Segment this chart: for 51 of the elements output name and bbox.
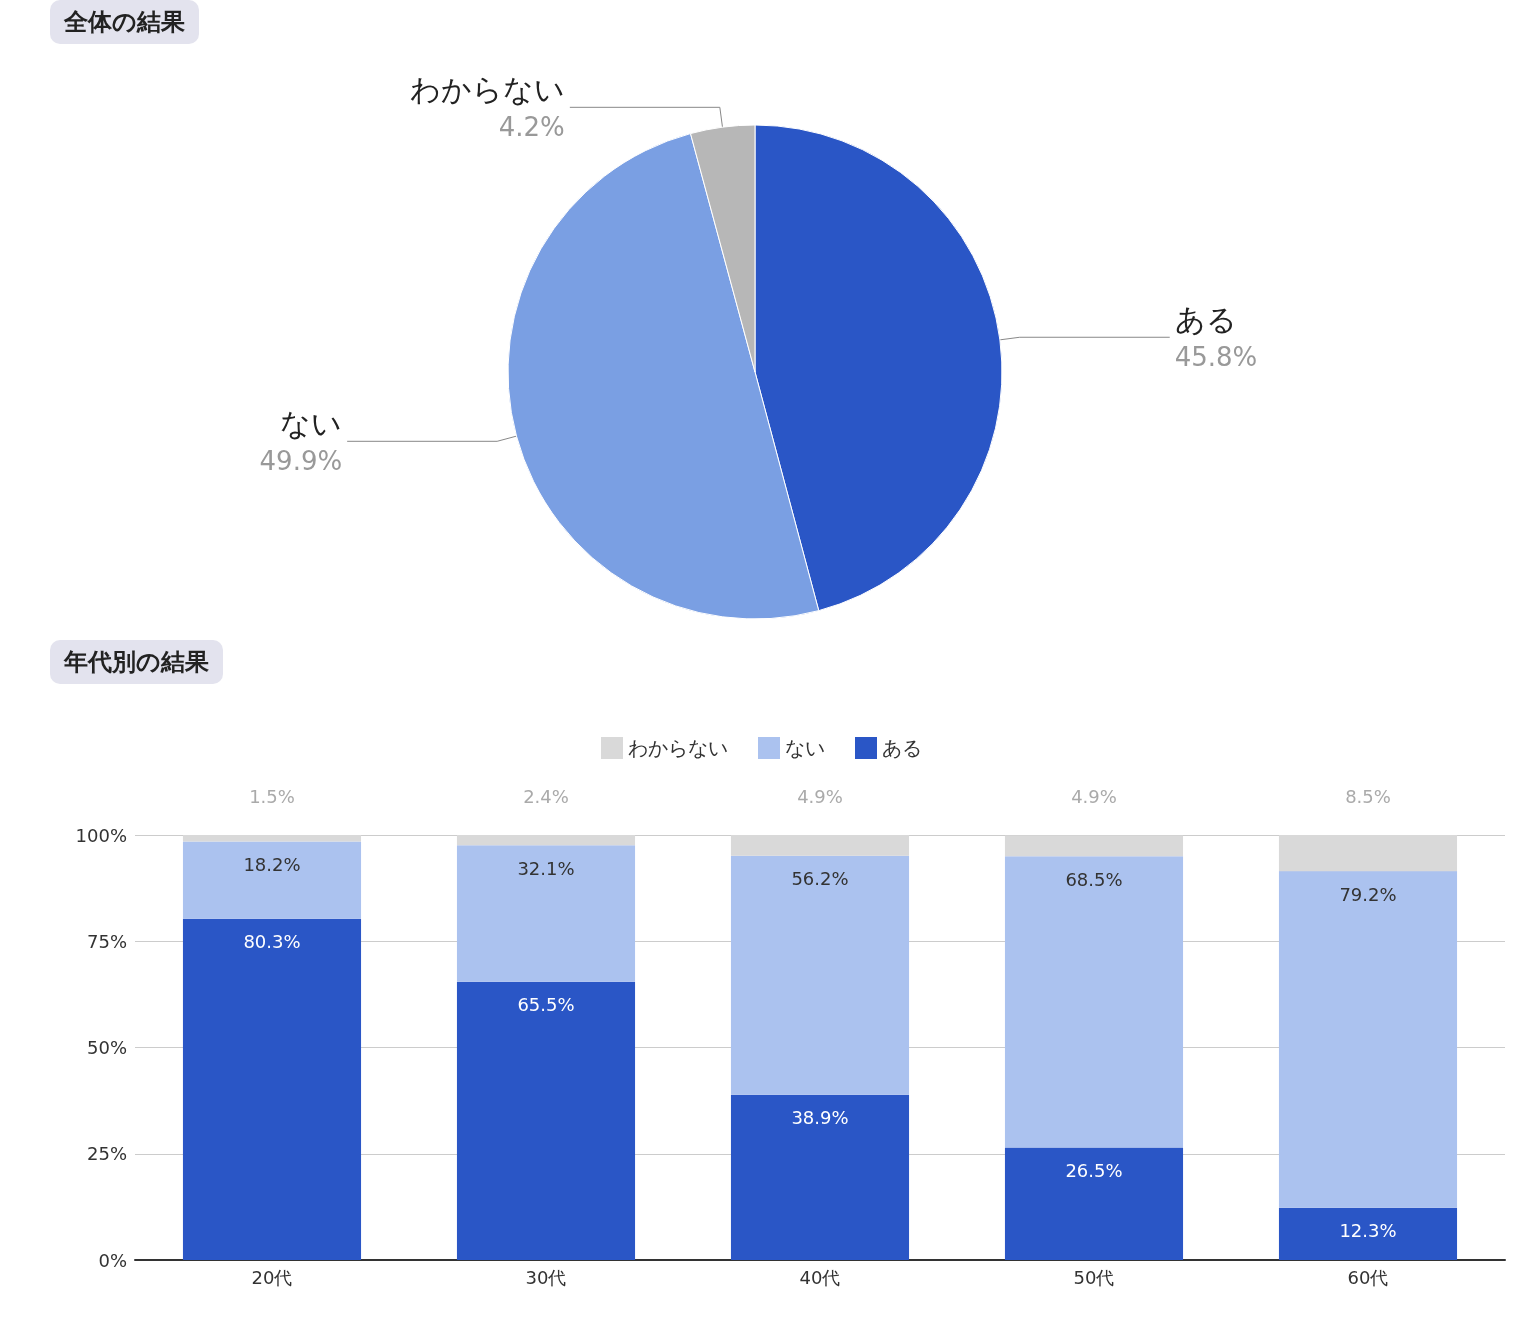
data-label: 4.9% (1071, 785, 1117, 807)
bar (182, 835, 362, 842)
legend-label: わからない (628, 736, 728, 760)
bar (182, 918, 362, 1260)
y-tick-label: 100% (75, 824, 127, 846)
data-label: 80.3% (243, 931, 301, 953)
data-label: 8.5% (1345, 785, 1391, 807)
x-tick-label: 50代 (1073, 1266, 1115, 1288)
bar (730, 1094, 910, 1260)
data-label: 79.2% (1339, 883, 1397, 905)
bar (1004, 835, 1184, 857)
y-tick-label: 0% (98, 1249, 127, 1271)
data-label: 68.5% (1065, 868, 1123, 890)
data-label: 45.8% (1174, 342, 1258, 373)
bar (456, 835, 636, 846)
data-label: 1.5% (249, 785, 295, 807)
bar (456, 981, 636, 1260)
x-tick-label: 40代 (799, 1266, 841, 1288)
data-label: 65.5% (517, 994, 575, 1016)
data-label: 26.5% (1065, 1159, 1123, 1181)
bar (730, 855, 910, 1095)
y-tick-label: 50% (86, 1037, 127, 1058)
x-tick-label: 30代 (525, 1266, 567, 1288)
x-tick-label: 60代 (1347, 1266, 1389, 1288)
data-label: 12.3% (1339, 1220, 1397, 1242)
x-tick-label: 20代 (251, 1266, 293, 1288)
slice-label: ある (1174, 301, 1237, 337)
data-label: 56.2% (791, 868, 849, 890)
bar (1278, 835, 1458, 872)
bar (1004, 856, 1184, 1148)
data-label: 18.2% (243, 853, 301, 875)
bar (1004, 1147, 1184, 1260)
data-label: 49.9% (259, 446, 343, 477)
bar (730, 835, 910, 856)
bar (1278, 1207, 1458, 1260)
chart-title: 全体の結果 (63, 8, 185, 36)
legend-label: ない (785, 736, 825, 760)
y-tick-label: 75% (86, 930, 127, 952)
data-label: 4.9% (797, 785, 843, 807)
data-label: 2.4% (523, 785, 569, 807)
chart-title: 年代別の結果 (63, 648, 209, 676)
bar (456, 845, 636, 982)
y-tick-label: 25% (86, 1143, 127, 1165)
bar (182, 841, 362, 919)
data-label: 38.9% (791, 1107, 849, 1129)
bar (1278, 871, 1458, 1208)
data-label: 32.1% (517, 857, 575, 879)
slice-label: わからない (409, 71, 565, 107)
data-label: 4.2% (498, 112, 565, 143)
legend-label: ある (882, 736, 922, 760)
slice-label: ない (280, 405, 343, 441)
